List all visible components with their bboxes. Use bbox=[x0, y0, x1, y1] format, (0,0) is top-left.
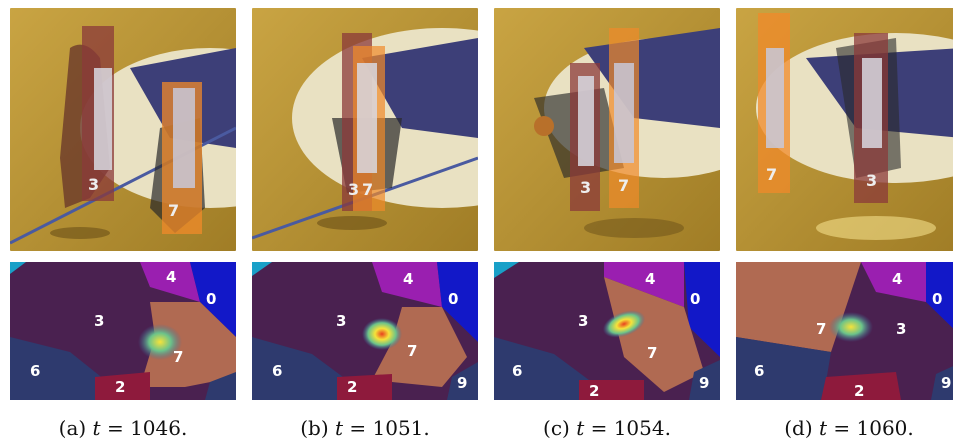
region-label: 0 bbox=[932, 290, 942, 308]
caption: (a) t = 1046. bbox=[10, 416, 236, 440]
region-label: 3 bbox=[896, 320, 906, 338]
red-box-label: 3 bbox=[580, 178, 591, 197]
region-label: 2 bbox=[854, 382, 864, 400]
caption: (d) t = 1060. bbox=[736, 416, 953, 440]
region-label: 6 bbox=[754, 362, 764, 380]
region-label: 9 bbox=[699, 374, 709, 392]
court-photo: 3 7 bbox=[252, 8, 478, 251]
region-label: 7 bbox=[647, 344, 657, 362]
caption: (c) t = 1054. bbox=[494, 416, 720, 440]
region-label: 9 bbox=[457, 374, 467, 392]
region-label: 0 bbox=[206, 290, 216, 308]
region-label: 6 bbox=[30, 362, 40, 380]
panel-b: 3 7 4 0 3 7 6 2 9 (b) t = 1051. bbox=[252, 0, 478, 445]
region-label: 7 bbox=[816, 320, 826, 338]
region-map: 4 0 3 7 6 2 bbox=[10, 262, 236, 400]
region-label: 3 bbox=[94, 312, 104, 330]
region-label: 4 bbox=[166, 268, 176, 286]
orange-box-label: 7 bbox=[766, 165, 777, 184]
region-map: 4 0 3 7 6 2 9 bbox=[494, 262, 720, 400]
region-label: 7 bbox=[407, 342, 417, 360]
region-label: 6 bbox=[512, 362, 522, 380]
region-label: 4 bbox=[403, 270, 413, 288]
region-label: 2 bbox=[347, 378, 357, 396]
orange-box-label: 7 bbox=[362, 180, 373, 199]
region-label: 4 bbox=[645, 270, 655, 288]
region-label: 9 bbox=[941, 374, 951, 392]
region-label: 7 bbox=[173, 348, 183, 366]
region-label: 2 bbox=[115, 378, 125, 396]
court-photo: 3 7 bbox=[494, 8, 720, 251]
region-map: 4 0 7 3 6 2 9 bbox=[736, 262, 953, 400]
region-map: 4 0 3 7 6 2 9 bbox=[252, 262, 478, 400]
region-label: 2 bbox=[589, 382, 599, 400]
region-label: 0 bbox=[690, 290, 700, 308]
region-label: 0 bbox=[448, 290, 458, 308]
caption: (b) t = 1051. bbox=[252, 416, 478, 440]
red-box-label: 3 bbox=[348, 180, 359, 199]
panel-a: 3 7 4 0 3 7 6 2 (a) t = 1046. bbox=[10, 0, 236, 445]
orange-box-label: 7 bbox=[618, 176, 629, 195]
red-box-label: 3 bbox=[866, 171, 877, 190]
region-label: 6 bbox=[272, 362, 282, 380]
region-label: 3 bbox=[336, 312, 346, 330]
region-label: 4 bbox=[892, 270, 902, 288]
court-photo: 7 3 bbox=[736, 8, 953, 251]
orange-box-label: 7 bbox=[168, 201, 179, 220]
red-box-label: 3 bbox=[88, 175, 99, 194]
court-photo: 3 7 bbox=[10, 8, 236, 251]
region-label: 3 bbox=[578, 312, 588, 330]
panel-c: 3 7 4 0 3 7 6 2 9 (c) t = 1054. bbox=[494, 0, 720, 445]
panel-d: 7 3 4 0 7 3 6 2 9 (d) t = 1060. bbox=[736, 0, 953, 445]
